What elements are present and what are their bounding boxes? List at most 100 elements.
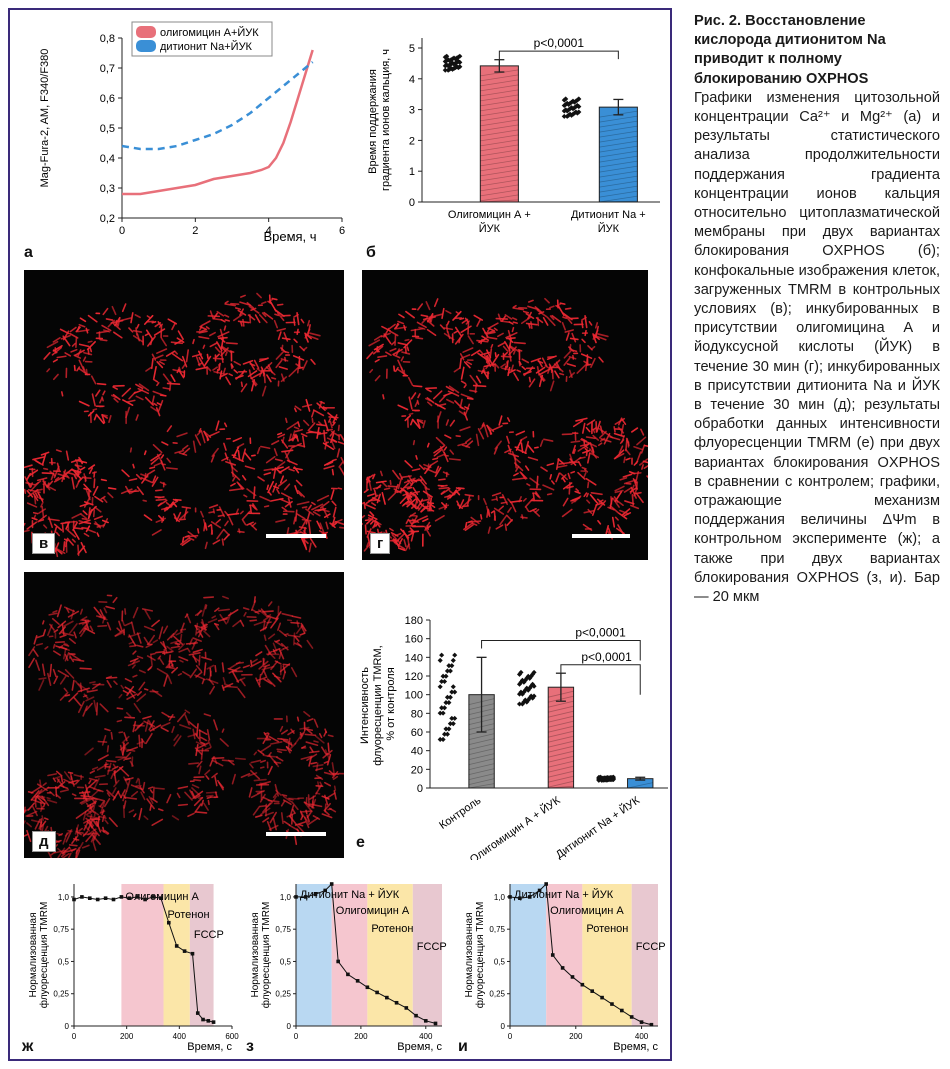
data-point xyxy=(516,701,523,707)
trace-point xyxy=(580,982,585,987)
mitochondrion xyxy=(516,369,522,373)
mitochondrion xyxy=(177,785,189,790)
trace-point xyxy=(143,897,147,902)
mitochondrion xyxy=(493,515,496,521)
mitochondrion xyxy=(232,313,243,322)
mitochondrion xyxy=(254,314,261,324)
mitochondrion xyxy=(619,509,630,515)
mitochondrion xyxy=(394,539,400,544)
mitochondrion xyxy=(549,474,553,480)
bar-hatch xyxy=(548,735,574,743)
mitochondrion xyxy=(515,439,523,451)
mitochondrion xyxy=(153,402,158,407)
mitochondrion xyxy=(454,326,463,338)
mitochondrion xyxy=(320,746,327,756)
bar-hatch xyxy=(599,175,638,183)
mitochondrion xyxy=(135,473,142,480)
mitochondrion xyxy=(24,808,30,813)
mitochondrion xyxy=(73,474,78,480)
mitochondrion xyxy=(266,614,272,618)
mitochondrion xyxy=(435,465,440,474)
mitochondrion xyxy=(187,812,195,818)
mitochondrion xyxy=(101,414,106,424)
mitochondrion xyxy=(463,411,469,421)
mitochondrion xyxy=(445,385,455,392)
mitochondrion xyxy=(124,686,136,694)
mitochondrion xyxy=(70,653,81,661)
mitochondrion xyxy=(411,468,421,472)
mitochondrion xyxy=(458,410,467,416)
mitochondrion xyxy=(221,538,225,546)
mitochondrion xyxy=(398,313,405,319)
mitochondrion xyxy=(75,459,80,471)
mitochondrion xyxy=(575,417,588,422)
mitochondrion xyxy=(72,658,85,662)
mitochondrion xyxy=(444,434,452,439)
mitochondrion xyxy=(196,430,203,436)
mitochondrion xyxy=(291,442,302,449)
mitochondrion xyxy=(614,516,619,521)
significance-bracket xyxy=(481,640,641,661)
mitochondrion xyxy=(87,828,97,836)
mitochondrion xyxy=(455,489,461,496)
mitochondrion xyxy=(97,740,108,743)
mitochondrion xyxy=(203,430,210,441)
mitochondrion xyxy=(324,728,328,734)
mitochondrion xyxy=(609,497,614,509)
mitochondrion xyxy=(508,349,512,362)
mitochondrion xyxy=(211,772,218,779)
mitochondrion xyxy=(623,487,633,493)
mitochondrion xyxy=(129,760,134,767)
mitochondrion xyxy=(129,644,137,648)
mitochondrion xyxy=(181,444,189,451)
mitochondrion xyxy=(51,617,60,625)
mitochondrion xyxy=(259,766,265,769)
mitochondrion xyxy=(68,844,78,847)
mitochondrion xyxy=(308,750,320,754)
mitochondrion xyxy=(197,528,200,534)
mitochondrion xyxy=(136,644,144,648)
mitochondrion xyxy=(455,311,460,315)
mitochondrion xyxy=(573,448,577,455)
mitochondrion xyxy=(36,794,46,801)
mitochondrion xyxy=(166,457,172,464)
mitochondrion xyxy=(78,620,91,625)
trace-point xyxy=(111,897,116,902)
data-point xyxy=(441,678,448,685)
mitochondrion xyxy=(397,320,405,325)
mitochondrion xyxy=(119,742,129,751)
mitochondrion xyxy=(132,463,135,469)
mitochondrion xyxy=(74,779,80,785)
mitochondrion xyxy=(33,635,38,645)
mitochondrion xyxy=(260,366,266,375)
mitochondrion xyxy=(212,317,223,321)
mitochondrion xyxy=(509,345,515,351)
mitochondrion xyxy=(276,750,283,754)
mitochondrion xyxy=(95,820,102,833)
mitochondrion xyxy=(504,314,513,320)
mitochondrion xyxy=(216,528,225,540)
mitochondrion xyxy=(583,492,588,498)
mitochondrion xyxy=(614,485,625,492)
mitochondrion xyxy=(76,325,80,332)
mitochondrion xyxy=(242,519,247,526)
mitochondrion xyxy=(58,626,66,635)
mitochondrion xyxy=(135,395,144,401)
mitochondrion xyxy=(83,532,90,537)
mitochondrion xyxy=(288,815,298,826)
mitochondrion xyxy=(499,514,508,526)
mitochondrion xyxy=(240,772,251,779)
trace-point xyxy=(544,882,548,886)
data-point xyxy=(444,731,450,737)
mitochondrion xyxy=(191,784,200,789)
y-tick-label: 0,5 xyxy=(280,957,292,966)
mitochondrion xyxy=(525,506,530,513)
bar-hatch xyxy=(480,109,519,117)
mitochondrion xyxy=(78,624,87,634)
mitochondrion xyxy=(24,806,26,814)
mitochondrion xyxy=(48,516,54,529)
mitochondrion xyxy=(271,377,277,380)
trace-point xyxy=(294,895,298,899)
bar-hatch xyxy=(480,169,519,177)
mitochondrion xyxy=(433,445,445,454)
